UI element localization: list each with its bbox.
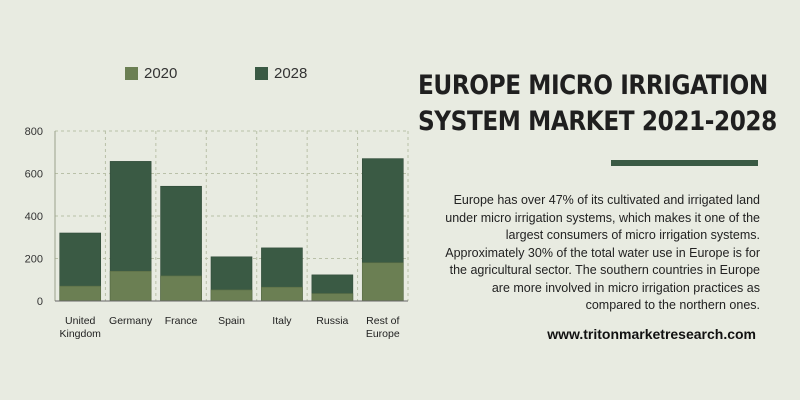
bar-2020-5 <box>311 293 354 302</box>
bar-2020-4 <box>261 286 303 302</box>
y-tick-label-600: 600 <box>25 169 43 181</box>
x-tick-label-2: France <box>165 315 198 327</box>
legend-swatch-2020 <box>125 67 138 80</box>
bar-chart: 0 200 400 600 800 United Kingdom Germany France S… <box>25 126 409 340</box>
x-tick-label-0: United Kingdom <box>59 315 101 340</box>
legend-item-2020: 2020 <box>125 65 177 82</box>
bar-2020-6 <box>361 262 404 302</box>
legend-swatch-2028 <box>255 67 268 80</box>
x-tick-label-5: Russia <box>316 315 348 327</box>
bar-2020-1 <box>109 270 152 302</box>
legend-label-2020: 2020 <box>144 65 178 82</box>
x-tick-label-6: Rest of Europe <box>366 315 400 340</box>
legend-label-2028: 2028 <box>274 65 308 82</box>
bar-2020-3 <box>210 289 253 302</box>
website-link[interactable]: www.tritonmarketresearch.com <box>547 326 756 342</box>
chart-title-line-2: SYSTEM MARKET 2021-2028 <box>418 106 777 137</box>
legend-item-2028: 2028 <box>255 65 307 82</box>
chart-title: EUROPE MICRO IRRIGATION SYSTEM MARKET 20… <box>418 68 777 140</box>
y-tick-label-0: 0 <box>37 296 43 308</box>
description-text: Europe has over 47% of its cultivated an… <box>445 193 760 312</box>
bar-2020-2 <box>160 275 202 302</box>
title-underline <box>611 160 758 166</box>
y-tick-label-200: 200 <box>25 254 43 266</box>
y-tick-label-800: 800 <box>25 126 43 138</box>
x-tick-label-3: Spain <box>218 315 245 327</box>
y-tick-label-400: 400 <box>25 211 43 223</box>
x-tick-label-1: Germany <box>109 315 153 327</box>
chart-title-line-1: EUROPE MICRO IRRIGATION <box>418 70 768 101</box>
x-tick-label-4: Italy <box>272 315 292 327</box>
bar-2020-0 <box>59 285 102 302</box>
